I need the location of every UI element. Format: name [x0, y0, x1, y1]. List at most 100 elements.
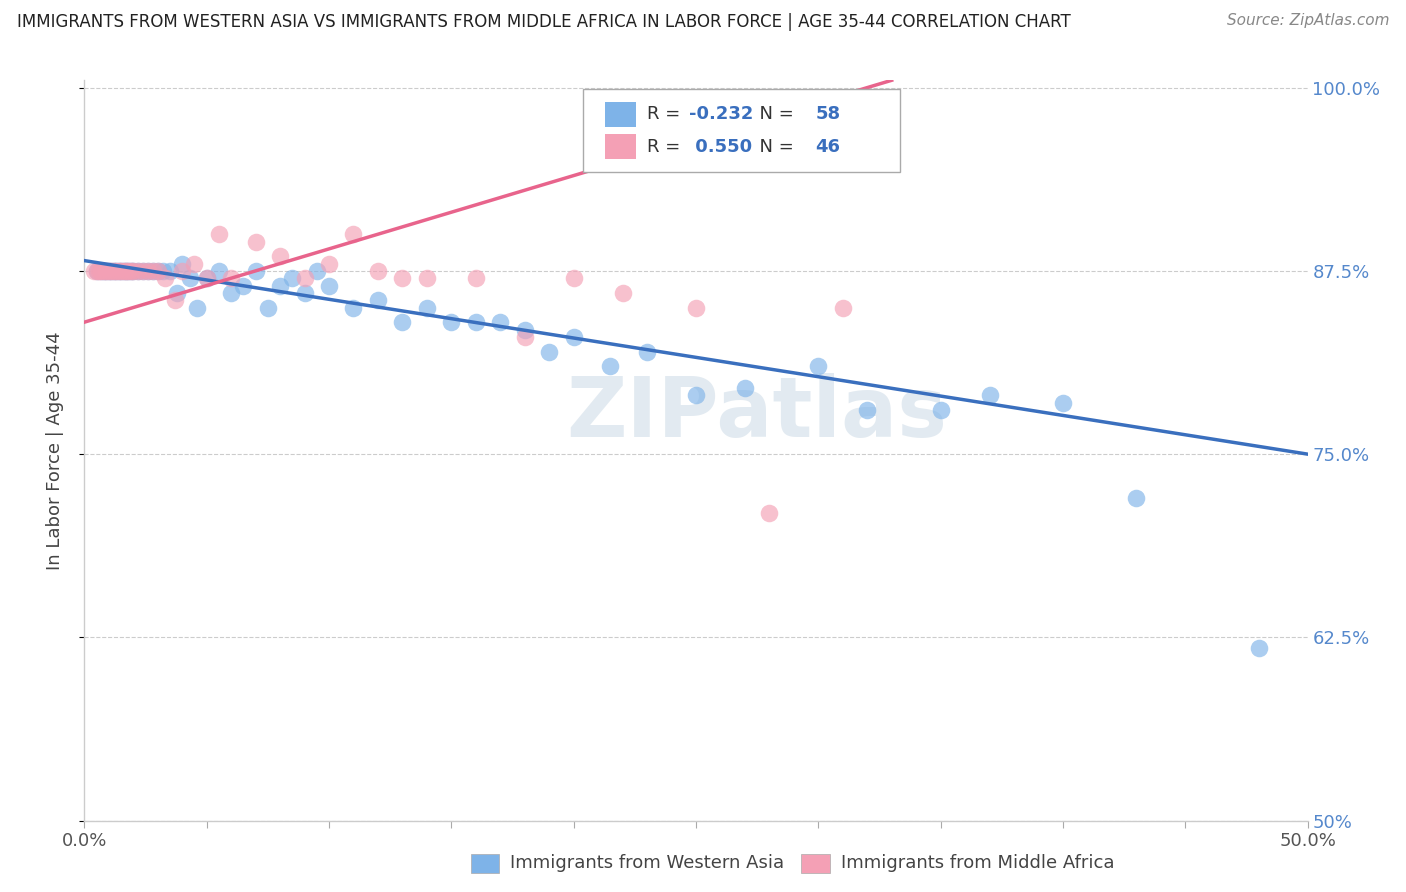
- Point: [96, 264, 118, 278]
- Point: [232, 278, 254, 293]
- Point: [112, 264, 135, 278]
- Point: [132, 264, 155, 278]
- Point: [115, 264, 138, 278]
- Point: [186, 301, 208, 315]
- Text: N =: N =: [748, 138, 800, 156]
- Point: [685, 388, 707, 402]
- Point: [219, 271, 242, 285]
- Point: [93, 264, 115, 278]
- Text: Source: ZipAtlas.com: Source: ZipAtlas.com: [1226, 13, 1389, 29]
- Point: [183, 256, 205, 270]
- Point: [219, 285, 242, 300]
- Point: [136, 264, 159, 278]
- Point: [127, 264, 149, 278]
- Point: [807, 359, 830, 373]
- Point: [96, 264, 118, 278]
- Point: [257, 301, 280, 315]
- Text: R =: R =: [647, 105, 686, 123]
- Point: [416, 301, 439, 315]
- Point: [83, 264, 105, 278]
- Point: [367, 293, 389, 308]
- Point: [856, 125, 879, 139]
- Point: [117, 264, 139, 278]
- Point: [758, 506, 780, 520]
- Point: [734, 381, 756, 395]
- Point: [90, 264, 112, 278]
- Point: [100, 264, 122, 278]
- Point: [100, 264, 122, 278]
- Point: [318, 256, 340, 270]
- Point: [636, 344, 658, 359]
- Point: [120, 264, 142, 278]
- Point: [117, 264, 139, 278]
- Point: [93, 264, 115, 278]
- Point: [245, 235, 267, 249]
- Point: [391, 315, 413, 329]
- Point: [391, 271, 413, 285]
- Point: [105, 264, 128, 278]
- Point: [269, 249, 291, 263]
- Point: [929, 403, 952, 417]
- Point: [136, 264, 159, 278]
- Point: [342, 227, 364, 242]
- Point: [112, 264, 135, 278]
- Point: [599, 359, 621, 373]
- Point: [86, 264, 108, 278]
- Point: [195, 271, 218, 285]
- Point: [122, 264, 145, 278]
- Point: [146, 264, 169, 278]
- Point: [538, 344, 561, 359]
- Point: [208, 227, 231, 242]
- Text: 0.550: 0.550: [689, 138, 752, 156]
- Text: IMMIGRANTS FROM WESTERN ASIA VS IMMIGRANTS FROM MIDDLE AFRICA IN LABOR FORCE | A: IMMIGRANTS FROM WESTERN ASIA VS IMMIGRAN…: [17, 13, 1070, 31]
- Point: [110, 264, 132, 278]
- Point: [97, 264, 120, 278]
- Point: [305, 264, 328, 278]
- Point: [87, 264, 110, 278]
- Point: [142, 264, 165, 278]
- Text: 46: 46: [815, 138, 841, 156]
- Text: R =: R =: [647, 138, 686, 156]
- Point: [294, 285, 316, 300]
- Point: [103, 264, 125, 278]
- Point: [115, 264, 138, 278]
- Point: [562, 330, 585, 344]
- Point: [105, 264, 128, 278]
- Text: Immigrants from Western Asia: Immigrants from Western Asia: [510, 855, 785, 872]
- Text: -0.232: -0.232: [689, 105, 754, 123]
- Point: [979, 388, 1001, 402]
- Point: [342, 301, 364, 315]
- Point: [132, 264, 155, 278]
- Text: Immigrants from Middle Africa: Immigrants from Middle Africa: [841, 855, 1115, 872]
- Point: [179, 271, 201, 285]
- Point: [1247, 640, 1270, 655]
- Point: [166, 285, 188, 300]
- Text: 58: 58: [815, 105, 841, 123]
- Point: [440, 315, 463, 329]
- Point: [159, 264, 181, 278]
- Point: [1125, 491, 1147, 505]
- Point: [1052, 396, 1074, 410]
- Point: [153, 271, 176, 285]
- Point: [120, 264, 142, 278]
- Point: [86, 264, 108, 278]
- Point: [464, 315, 486, 329]
- Point: [195, 271, 218, 285]
- Point: [97, 264, 120, 278]
- Point: [110, 264, 132, 278]
- Point: [269, 278, 291, 293]
- Point: [281, 271, 304, 285]
- Y-axis label: In Labor Force | Age 35-44: In Labor Force | Age 35-44: [45, 331, 63, 570]
- Point: [513, 322, 536, 336]
- Point: [489, 315, 512, 329]
- Point: [152, 264, 174, 278]
- Point: [464, 271, 486, 285]
- Point: [831, 301, 853, 315]
- Point: [856, 110, 879, 124]
- Point: [90, 264, 112, 278]
- Point: [208, 264, 231, 278]
- Point: [367, 264, 389, 278]
- Point: [107, 264, 129, 278]
- Point: [856, 403, 879, 417]
- Point: [416, 271, 439, 285]
